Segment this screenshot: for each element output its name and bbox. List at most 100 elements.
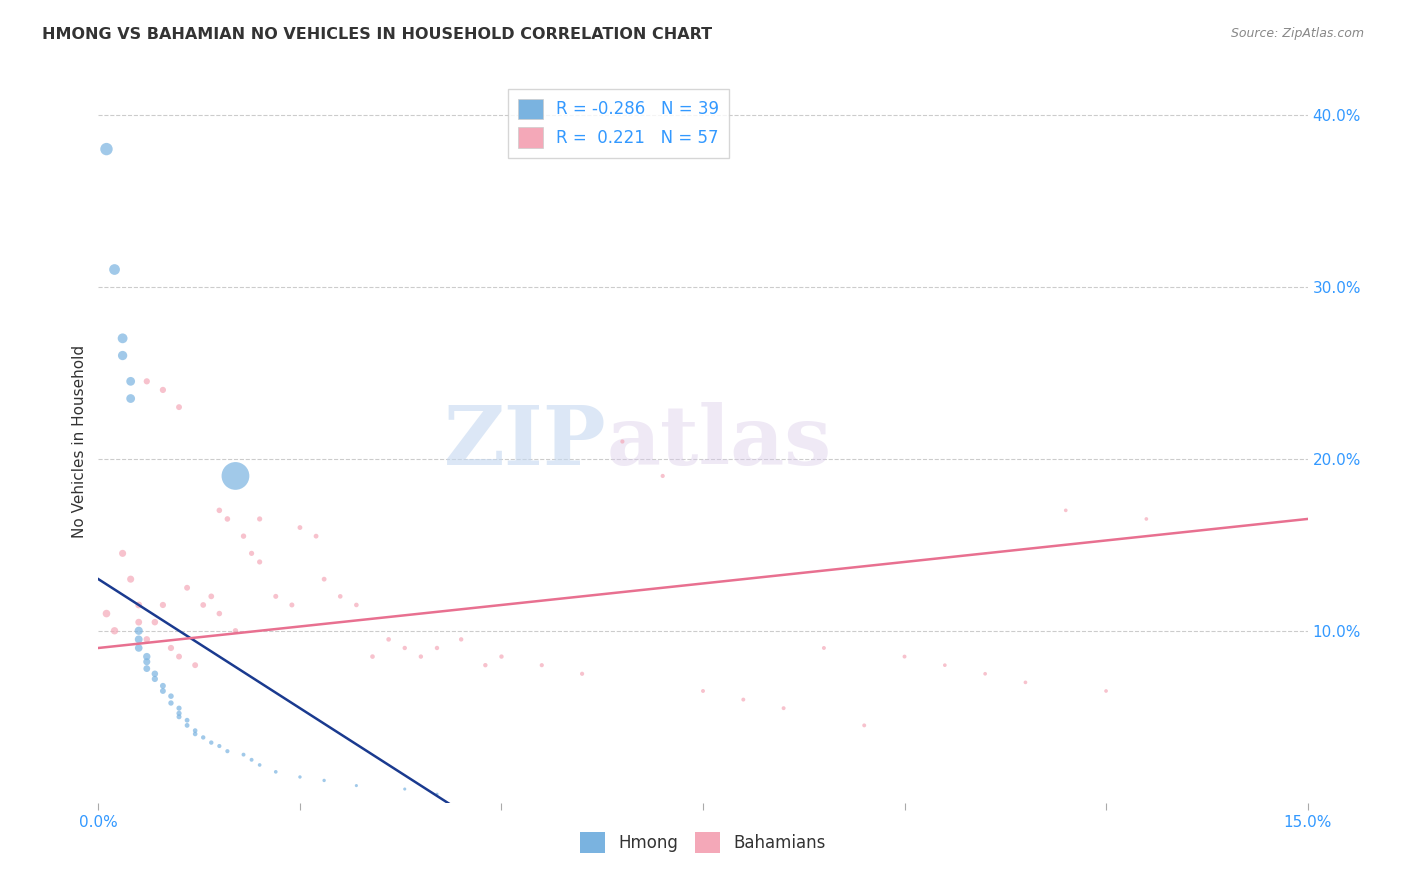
Point [361, 649, 384, 664]
Point [426, 640, 449, 655]
Point [232, 747, 254, 762]
Point [249, 512, 271, 526]
Point [1014, 675, 1036, 690]
Point [232, 529, 254, 543]
Point [530, 658, 553, 673]
Point [249, 555, 271, 569]
Point [111, 349, 134, 363]
Point [152, 383, 174, 397]
Y-axis label: No Vehicles in Household: No Vehicles in Household [72, 345, 87, 538]
Point [1135, 512, 1157, 526]
Point [240, 753, 263, 767]
Point [184, 658, 207, 673]
Point [208, 607, 231, 621]
Point [974, 666, 997, 681]
Point [160, 640, 183, 655]
Point [200, 735, 222, 749]
Text: ZIP: ZIP [444, 401, 606, 482]
Point [167, 649, 190, 664]
Point [329, 590, 352, 604]
Point [135, 632, 157, 647]
Point [128, 598, 150, 612]
Point [160, 689, 183, 703]
Point [120, 572, 142, 586]
Text: Source: ZipAtlas.com: Source: ZipAtlas.com [1230, 27, 1364, 40]
Point [264, 764, 287, 779]
Point [426, 787, 449, 801]
Point [394, 640, 416, 655]
Point [314, 572, 336, 586]
Point [184, 727, 207, 741]
Point [813, 640, 835, 655]
Point [176, 718, 198, 732]
Point [281, 598, 304, 612]
Point [128, 632, 150, 647]
Point [152, 598, 174, 612]
Point [167, 701, 190, 715]
Point [96, 142, 118, 156]
Point [167, 400, 190, 414]
Point [208, 739, 231, 753]
Point [143, 672, 166, 686]
Point [135, 662, 157, 676]
Point [184, 723, 207, 738]
Point [193, 731, 215, 745]
Point [135, 649, 157, 664]
Point [167, 710, 190, 724]
Point [772, 701, 794, 715]
Point [224, 469, 246, 483]
Point [692, 684, 714, 698]
Point [409, 649, 432, 664]
Point [474, 658, 496, 673]
Point [314, 773, 336, 788]
Point [176, 713, 198, 727]
Point [96, 607, 118, 621]
Point [288, 770, 311, 784]
Point [1054, 503, 1077, 517]
Point [111, 331, 134, 345]
Point [217, 512, 239, 526]
Point [893, 649, 915, 664]
Text: HMONG VS BAHAMIAN NO VEHICLES IN HOUSEHOLD CORRELATION CHART: HMONG VS BAHAMIAN NO VEHICLES IN HOUSEHO… [42, 27, 713, 42]
Point [934, 658, 956, 673]
Point [135, 375, 157, 389]
Point [200, 590, 222, 604]
Point [152, 684, 174, 698]
Point [160, 696, 183, 710]
Point [491, 649, 513, 664]
Point [128, 615, 150, 630]
Point [733, 692, 755, 706]
Point [240, 546, 263, 560]
Text: atlas: atlas [606, 401, 831, 482]
Point [120, 392, 142, 406]
Point [193, 598, 215, 612]
Point [394, 782, 416, 797]
Point [111, 546, 134, 560]
Point [305, 529, 328, 543]
Point [176, 581, 198, 595]
Point [571, 666, 593, 681]
Point [264, 590, 287, 604]
Point [143, 615, 166, 630]
Point [450, 632, 472, 647]
Point [128, 624, 150, 638]
Point [103, 262, 125, 277]
Point [288, 520, 311, 534]
Point [128, 640, 150, 655]
Point [103, 624, 125, 638]
Point [217, 744, 239, 758]
Point [167, 706, 190, 721]
Point [651, 469, 673, 483]
Point [152, 679, 174, 693]
Point [135, 655, 157, 669]
Point [853, 718, 876, 732]
Point [224, 624, 246, 638]
Legend: Hmong, Bahamians: Hmong, Bahamians [574, 826, 832, 860]
Point [208, 503, 231, 517]
Point [120, 375, 142, 389]
Point [1095, 684, 1118, 698]
Point [344, 598, 367, 612]
Point [249, 758, 271, 772]
Point [143, 666, 166, 681]
Point [377, 632, 399, 647]
